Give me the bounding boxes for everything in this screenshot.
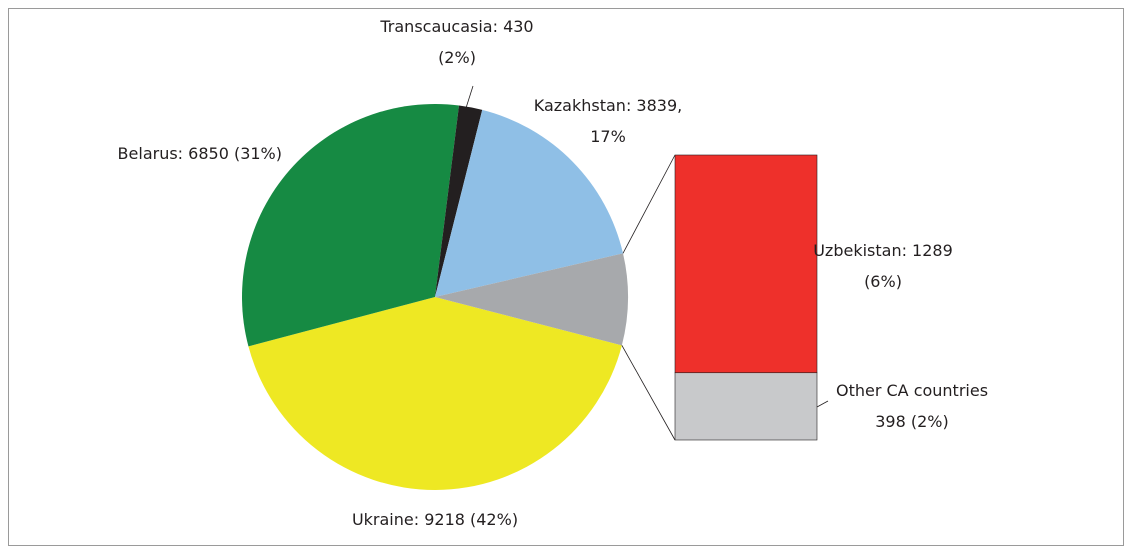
data-label: Uzbekistan: 1289 (6%) (813, 241, 953, 291)
label-line: Other CA countries (836, 381, 988, 400)
pie-slice (435, 105, 483, 297)
pie-slice (248, 297, 622, 490)
bar-segment (674, 154, 818, 374)
label-line: 398 (2%) (875, 412, 949, 431)
pie-slice (435, 109, 623, 298)
data-label: Belarus: 6850 (31%) (118, 144, 282, 163)
label-line: Transcaucasia: 430 (379, 17, 533, 36)
label-line: Ukraine: 9218 (42%) (352, 510, 518, 529)
frame (8, 8, 1124, 546)
data-label: Kazakhstan: 3839, 17% (534, 96, 682, 146)
pie-slice (435, 253, 628, 346)
connector (621, 345, 676, 441)
data-label: Other CA countries 398 (2%) (836, 381, 988, 431)
label-line: Belarus: 6850 (31%) (118, 144, 282, 163)
bar-segment (674, 372, 818, 441)
pie-slice (241, 104, 460, 347)
data-label: Transcaucasia: 430 (2%) (379, 17, 533, 67)
label-line: (6%) (864, 272, 902, 291)
label-line: (2%) (438, 48, 476, 67)
data-label: Ukraine: 9218 (42%) (352, 510, 518, 529)
label-line: Uzbekistan: 1289 (813, 241, 953, 260)
leader-line (816, 400, 829, 408)
label-line: 17% (590, 127, 626, 146)
label-line: Kazakhstan: 3839, (534, 96, 682, 115)
leader-line (465, 85, 474, 109)
connector (622, 154, 676, 254)
